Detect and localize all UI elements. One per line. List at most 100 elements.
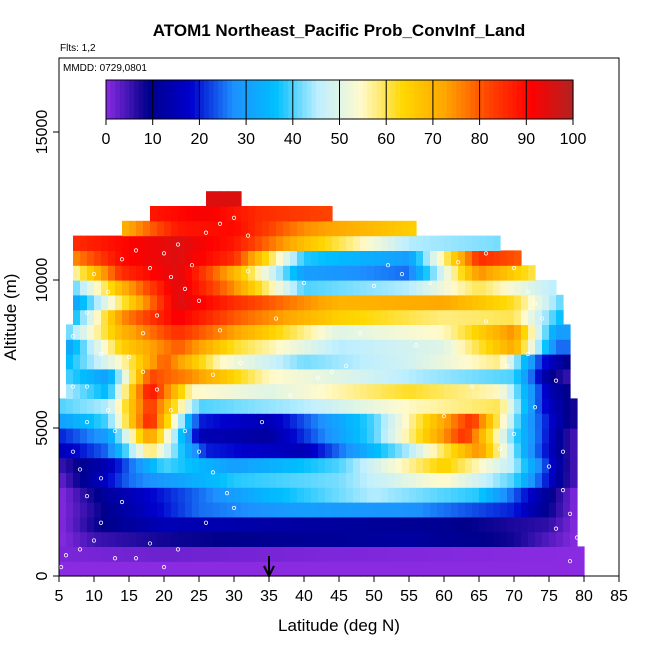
heatmap-cell (262, 457, 270, 473)
heatmap-cell (528, 294, 536, 311)
heatmap-cell (276, 428, 284, 444)
heatmap-cell (493, 383, 501, 399)
heatmap-cell (402, 398, 410, 414)
heatmap-cell (248, 472, 256, 488)
heatmap-cell (143, 280, 151, 296)
heatmap-cell (388, 502, 396, 518)
heatmap-cell (374, 546, 382, 562)
heatmap-cell (325, 368, 333, 385)
heatmap-cell (227, 250, 235, 266)
heatmap-cell (234, 339, 242, 355)
heatmap-cell (416, 502, 424, 518)
heatmap-cell (311, 546, 319, 562)
heatmap-cell (220, 339, 228, 355)
heatmap-cell (549, 516, 557, 533)
heatmap-cell (101, 413, 109, 429)
heatmap-cell (465, 235, 473, 251)
heatmap-cell (143, 235, 151, 251)
heatmap-cell (325, 309, 333, 325)
colorbar-swatch (330, 80, 336, 119)
heatmap-cell (101, 516, 109, 533)
heatmap-cell (423, 324, 431, 340)
heatmap-cell (220, 546, 228, 562)
colorbar-swatch (120, 80, 126, 119)
colorbar-swatch (549, 80, 555, 119)
heatmap-cell (87, 487, 95, 503)
heatmap-cell (556, 309, 564, 325)
heatmap-cell (255, 502, 263, 518)
heatmap-cell (535, 354, 543, 370)
heatmap-cell (185, 368, 193, 385)
heatmap-cell (444, 472, 452, 488)
heatmap-cell (311, 368, 319, 385)
heatmap-cell (59, 487, 67, 503)
heatmap-cell (430, 280, 438, 296)
heatmap-cell (248, 516, 256, 533)
heatmap-cell (304, 398, 312, 414)
heatmap-cell (108, 324, 116, 340)
heatmap-cell (283, 561, 291, 577)
heatmap-cell (94, 309, 102, 325)
heatmap-cell (332, 324, 340, 340)
colorbar-swatch (236, 80, 243, 119)
heatmap-cell (73, 294, 81, 311)
heatmap-cell (220, 398, 228, 414)
heatmap-cell (339, 324, 347, 340)
heatmap-cell (129, 294, 137, 311)
heatmap-cell (514, 294, 522, 311)
heatmap-cell (318, 206, 326, 222)
heatmap-cell (136, 531, 144, 547)
heatmap-cell (521, 280, 529, 296)
colorbar-tick-label: 90 (517, 131, 535, 148)
colorbar-swatch (437, 80, 443, 119)
heatmap-cell (514, 546, 522, 562)
heatmap-cell (199, 428, 207, 444)
heatmap-cell (465, 516, 473, 533)
heatmap-cell (542, 516, 550, 533)
sample-point (469, 384, 475, 389)
heatmap-cell (395, 413, 403, 429)
heatmap-cell (556, 561, 564, 577)
heatmap-cell (164, 206, 172, 222)
heatmap-cell (220, 324, 228, 340)
heatmap-cell (206, 324, 214, 340)
heatmap-cell (171, 487, 179, 503)
heatmap-cell (521, 368, 529, 385)
x-tick-label: 25 (190, 588, 208, 605)
heatmap-cell (325, 383, 333, 399)
heatmap-cell (157, 413, 165, 429)
heatmap-cell (80, 546, 88, 562)
heatmap-cell (80, 487, 88, 503)
heatmap-cell (416, 487, 424, 503)
heatmap-cell (367, 235, 375, 251)
heatmap-cell (535, 280, 543, 296)
heatmap-cell (500, 428, 508, 444)
heatmap-cell (80, 339, 88, 355)
heatmap-cell (213, 531, 221, 547)
heatmap-cell (374, 294, 382, 311)
heatmap-cell (220, 368, 228, 385)
heatmap-cell (73, 309, 81, 325)
heatmap-cell (66, 487, 74, 503)
sample-point (343, 363, 349, 368)
heatmap-cell (507, 368, 515, 385)
heatmap-cell (409, 413, 417, 429)
heatmap-cell (178, 516, 186, 533)
colorbar-swatch (199, 80, 205, 119)
heatmap-cell (395, 487, 403, 503)
heatmap-cell (150, 368, 158, 385)
heatmap-cell (220, 191, 228, 207)
heatmap-cell (430, 235, 438, 251)
heatmap-cell (164, 502, 172, 518)
colorbar-swatch (353, 80, 359, 119)
heatmap-cell (122, 531, 130, 547)
heatmap-cell (304, 324, 312, 340)
heatmap-cell (535, 487, 543, 503)
heatmap-cell (458, 280, 466, 296)
heatmap-cell (143, 487, 151, 503)
heatmap-cell (360, 220, 368, 237)
heatmap-cell (87, 354, 95, 370)
heatmap-cell (444, 294, 452, 311)
heatmap-cell (129, 280, 137, 296)
heatmap-cell (164, 354, 172, 370)
